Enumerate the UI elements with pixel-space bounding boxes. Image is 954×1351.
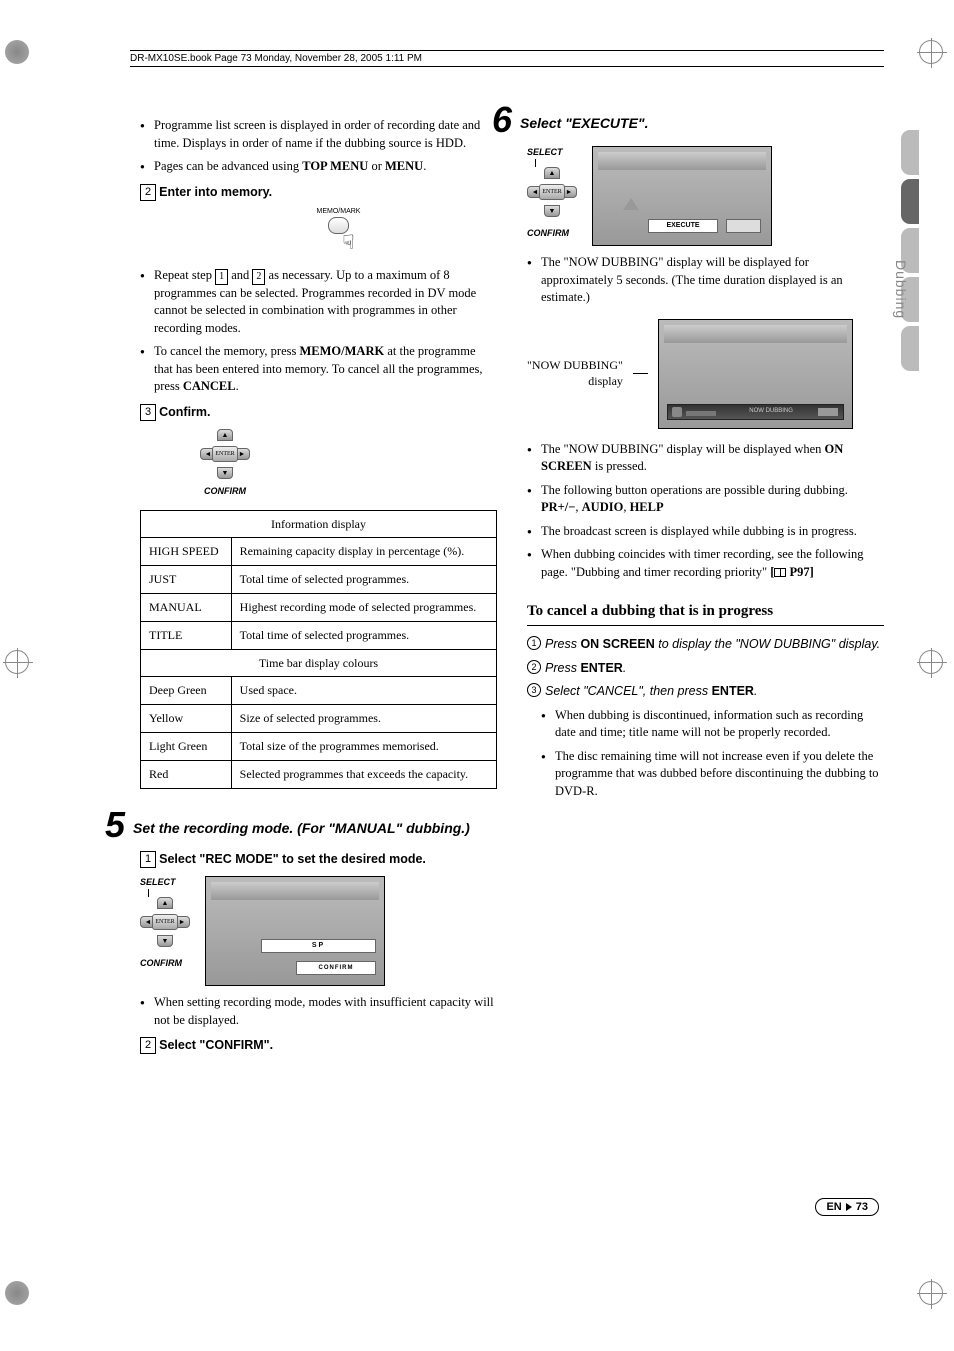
cancel-step-text: Select "CANCEL", then press ENTER.	[545, 683, 757, 701]
cancel-step-1: 1 Press ON SCREEN to display the "NOW DU…	[527, 636, 884, 654]
step-5: 5 Set the recording mode. (For "MANUAL" …	[105, 807, 497, 843]
triangle-icon	[846, 1203, 852, 1211]
big-step-title: Select "EXECUTE".	[520, 102, 648, 134]
table-row: Deep GreenUsed space.	[141, 677, 497, 705]
table-row: YellowSize of selected programmes.	[141, 705, 497, 733]
substep-title: Select "REC MODE" to set the desired mod…	[159, 851, 426, 869]
step-6: 6 Select "EXECUTE".	[492, 102, 884, 138]
bullet-item: The disc remaining time will not increas…	[541, 748, 884, 801]
substep-title: Select "CONFIRM".	[159, 1037, 273, 1055]
bullet-item: The "NOW DUBBING" display will be displa…	[527, 441, 884, 476]
cancel-step-text: Press ON SCREEN to display the "NOW DUBB…	[545, 636, 880, 654]
memo-bullets: Repeat step 1 and 2 as necessary. Up to …	[140, 267, 497, 396]
substep-title: Enter into memory.	[159, 184, 272, 202]
bullet-item: The "NOW DUBBING" display will be displa…	[527, 254, 884, 307]
confirm-label: CONFIRM	[140, 957, 190, 970]
screen-mockup-icon: EXECUTE	[592, 146, 772, 246]
cancel-step-text: Press ENTER.	[545, 660, 626, 678]
bullet-item: Programme list screen is displayed in or…	[140, 117, 497, 152]
circled-number: 1	[527, 636, 541, 650]
book-header: DR-MX10SE.book Page 73 Monday, November …	[130, 50, 884, 67]
nav-up-icon: ▲	[217, 429, 233, 441]
execute-button-mock: EXECUTE	[648, 219, 718, 233]
nav-cross-icon: ▲ ▼ ◄ ► ENTER	[140, 897, 190, 947]
now-dubbing-label: "NOW DUBBING"display	[527, 358, 623, 389]
substep-5-2: 2 Select "CONFIRM".	[140, 1037, 497, 1055]
table-row: MANUALHighest recording mode of selected…	[141, 593, 497, 621]
triangle-icon	[623, 198, 639, 210]
nav-enter-icon: ENTER	[212, 446, 238, 462]
bullet-item: The following button operations are poss…	[527, 482, 884, 517]
footer-lang: EN	[826, 1201, 841, 1213]
memo-mark-diagram: MEMO/MARK ☟	[180, 207, 497, 257]
cancel-step-3: 3 Select "CANCEL", then press ENTER.	[527, 683, 884, 701]
nav-cross-icon: ▲ ▼ ◄ ► ENTER	[527, 167, 577, 217]
screen-mockup-icon: SP CONFIRM	[205, 876, 385, 986]
bullet-item: When dubbing is discontinued, informatio…	[541, 707, 884, 742]
select-label: SELECT	[140, 876, 190, 889]
substep-title: Confirm.	[159, 404, 210, 422]
memo-label: MEMO/MARK	[180, 207, 497, 217]
screen-confirm-label: CONFIRM	[296, 961, 376, 975]
screen-mockup-icon: NOW DUBBING	[658, 319, 853, 429]
select-recmode-diagram: SELECT ▲ ▼ ◄ ► ENTER CONFIRM SP CONFIRM	[140, 876, 497, 986]
info-display-table: Information display HIGH SPEEDRemaining …	[140, 510, 497, 789]
table-header: Time bar display colours	[141, 649, 497, 677]
bullet-item: When dubbing coincides with timer record…	[527, 546, 884, 581]
cancel-heading: To cancel a dubbing that is in progress	[527, 601, 884, 626]
bullet-item: To cancel the memory, press MEMO/MARK at…	[140, 343, 497, 396]
cancel-step-2: 2 Press ENTER.	[527, 660, 884, 678]
dubbing-bullets: The "NOW DUBBING" display will be displa…	[527, 441, 884, 582]
crop-mark	[919, 40, 949, 70]
crop-mark	[919, 650, 949, 680]
table-header: Information display	[141, 510, 497, 538]
confirm-label: CONFIRM	[527, 227, 577, 240]
right-column: 6 Select "EXECUTE". SELECT ▲ ▼ ◄ ► ENTER…	[527, 117, 884, 1061]
cancel-bullets: When dubbing is discontinued, informatio…	[541, 707, 884, 801]
page-footer: EN 73	[815, 1197, 879, 1216]
big-step-number: 5	[105, 807, 125, 843]
circled-number: 2	[527, 660, 541, 674]
substep-5-1: 1 Select "REC MODE" to set the desired m…	[140, 851, 497, 869]
execute-note: The "NOW DUBBING" display will be displa…	[527, 254, 884, 307]
recmode-note: When setting recording mode, modes with …	[140, 994, 497, 1029]
crop-mark	[5, 40, 35, 70]
table-row: HIGH SPEEDRemaining capacity display in …	[141, 538, 497, 566]
bullet-item: The broadcast screen is displayed while …	[527, 523, 884, 541]
now-dubbing-diagram: "NOW DUBBING"display NOW DUBBING	[527, 319, 884, 429]
side-tab-label: Dubbing	[893, 260, 909, 319]
select-execute-diagram: SELECT ▲ ▼ ◄ ► ENTER CONFIRM EXECUTE	[527, 146, 884, 246]
confirm-nav-diagram: ▲ ▼ ◄ ► ENTER CONFIRM	[180, 429, 270, 497]
table-row: JUSTTotal time of selected programmes.	[141, 566, 497, 594]
nav-cross-icon: ▲ ▼ ◄ ► ENTER	[200, 429, 250, 479]
intro-bullets: Programme list screen is displayed in or…	[140, 117, 497, 176]
crop-mark	[5, 650, 35, 680]
now-dubbing-bar: NOW DUBBING	[667, 404, 844, 420]
screen-sp-label: SP	[261, 939, 376, 953]
footer-page: 73	[856, 1201, 868, 1213]
bullet-item: When setting recording mode, modes with …	[140, 994, 497, 1029]
side-tabs	[901, 130, 919, 375]
table-row: RedSelected programmes that exceeds the …	[141, 760, 497, 788]
nav-down-icon: ▼	[217, 467, 233, 479]
bullet-item: Repeat step 1 and 2 as necessary. Up to …	[140, 267, 497, 338]
table-row: TITLETotal time of selected programmes.	[141, 621, 497, 649]
step-number: 2	[140, 184, 156, 201]
step-number: 3	[140, 404, 156, 421]
hand-icon: ☟	[200, 229, 497, 257]
table-row: Light GreenTotal size of the programmes …	[141, 732, 497, 760]
step-number: 2	[140, 1037, 156, 1054]
crop-mark	[919, 1281, 949, 1311]
select-label: SELECT	[527, 146, 577, 159]
substep-3: 3 Confirm.	[140, 404, 497, 422]
crop-mark	[5, 1281, 35, 1311]
big-step-title: Set the recording mode. (For "MANUAL" du…	[133, 807, 470, 839]
bullet-item: Pages can be advanced using TOP MENU or …	[140, 158, 497, 176]
left-column: Programme list screen is displayed in or…	[100, 117, 497, 1061]
substep-2: 2 Enter into memory.	[140, 184, 497, 202]
circled-number: 3	[527, 683, 541, 697]
screen-box	[726, 219, 761, 233]
confirm-label: CONFIRM	[180, 485, 270, 498]
step-number: 1	[140, 851, 156, 868]
